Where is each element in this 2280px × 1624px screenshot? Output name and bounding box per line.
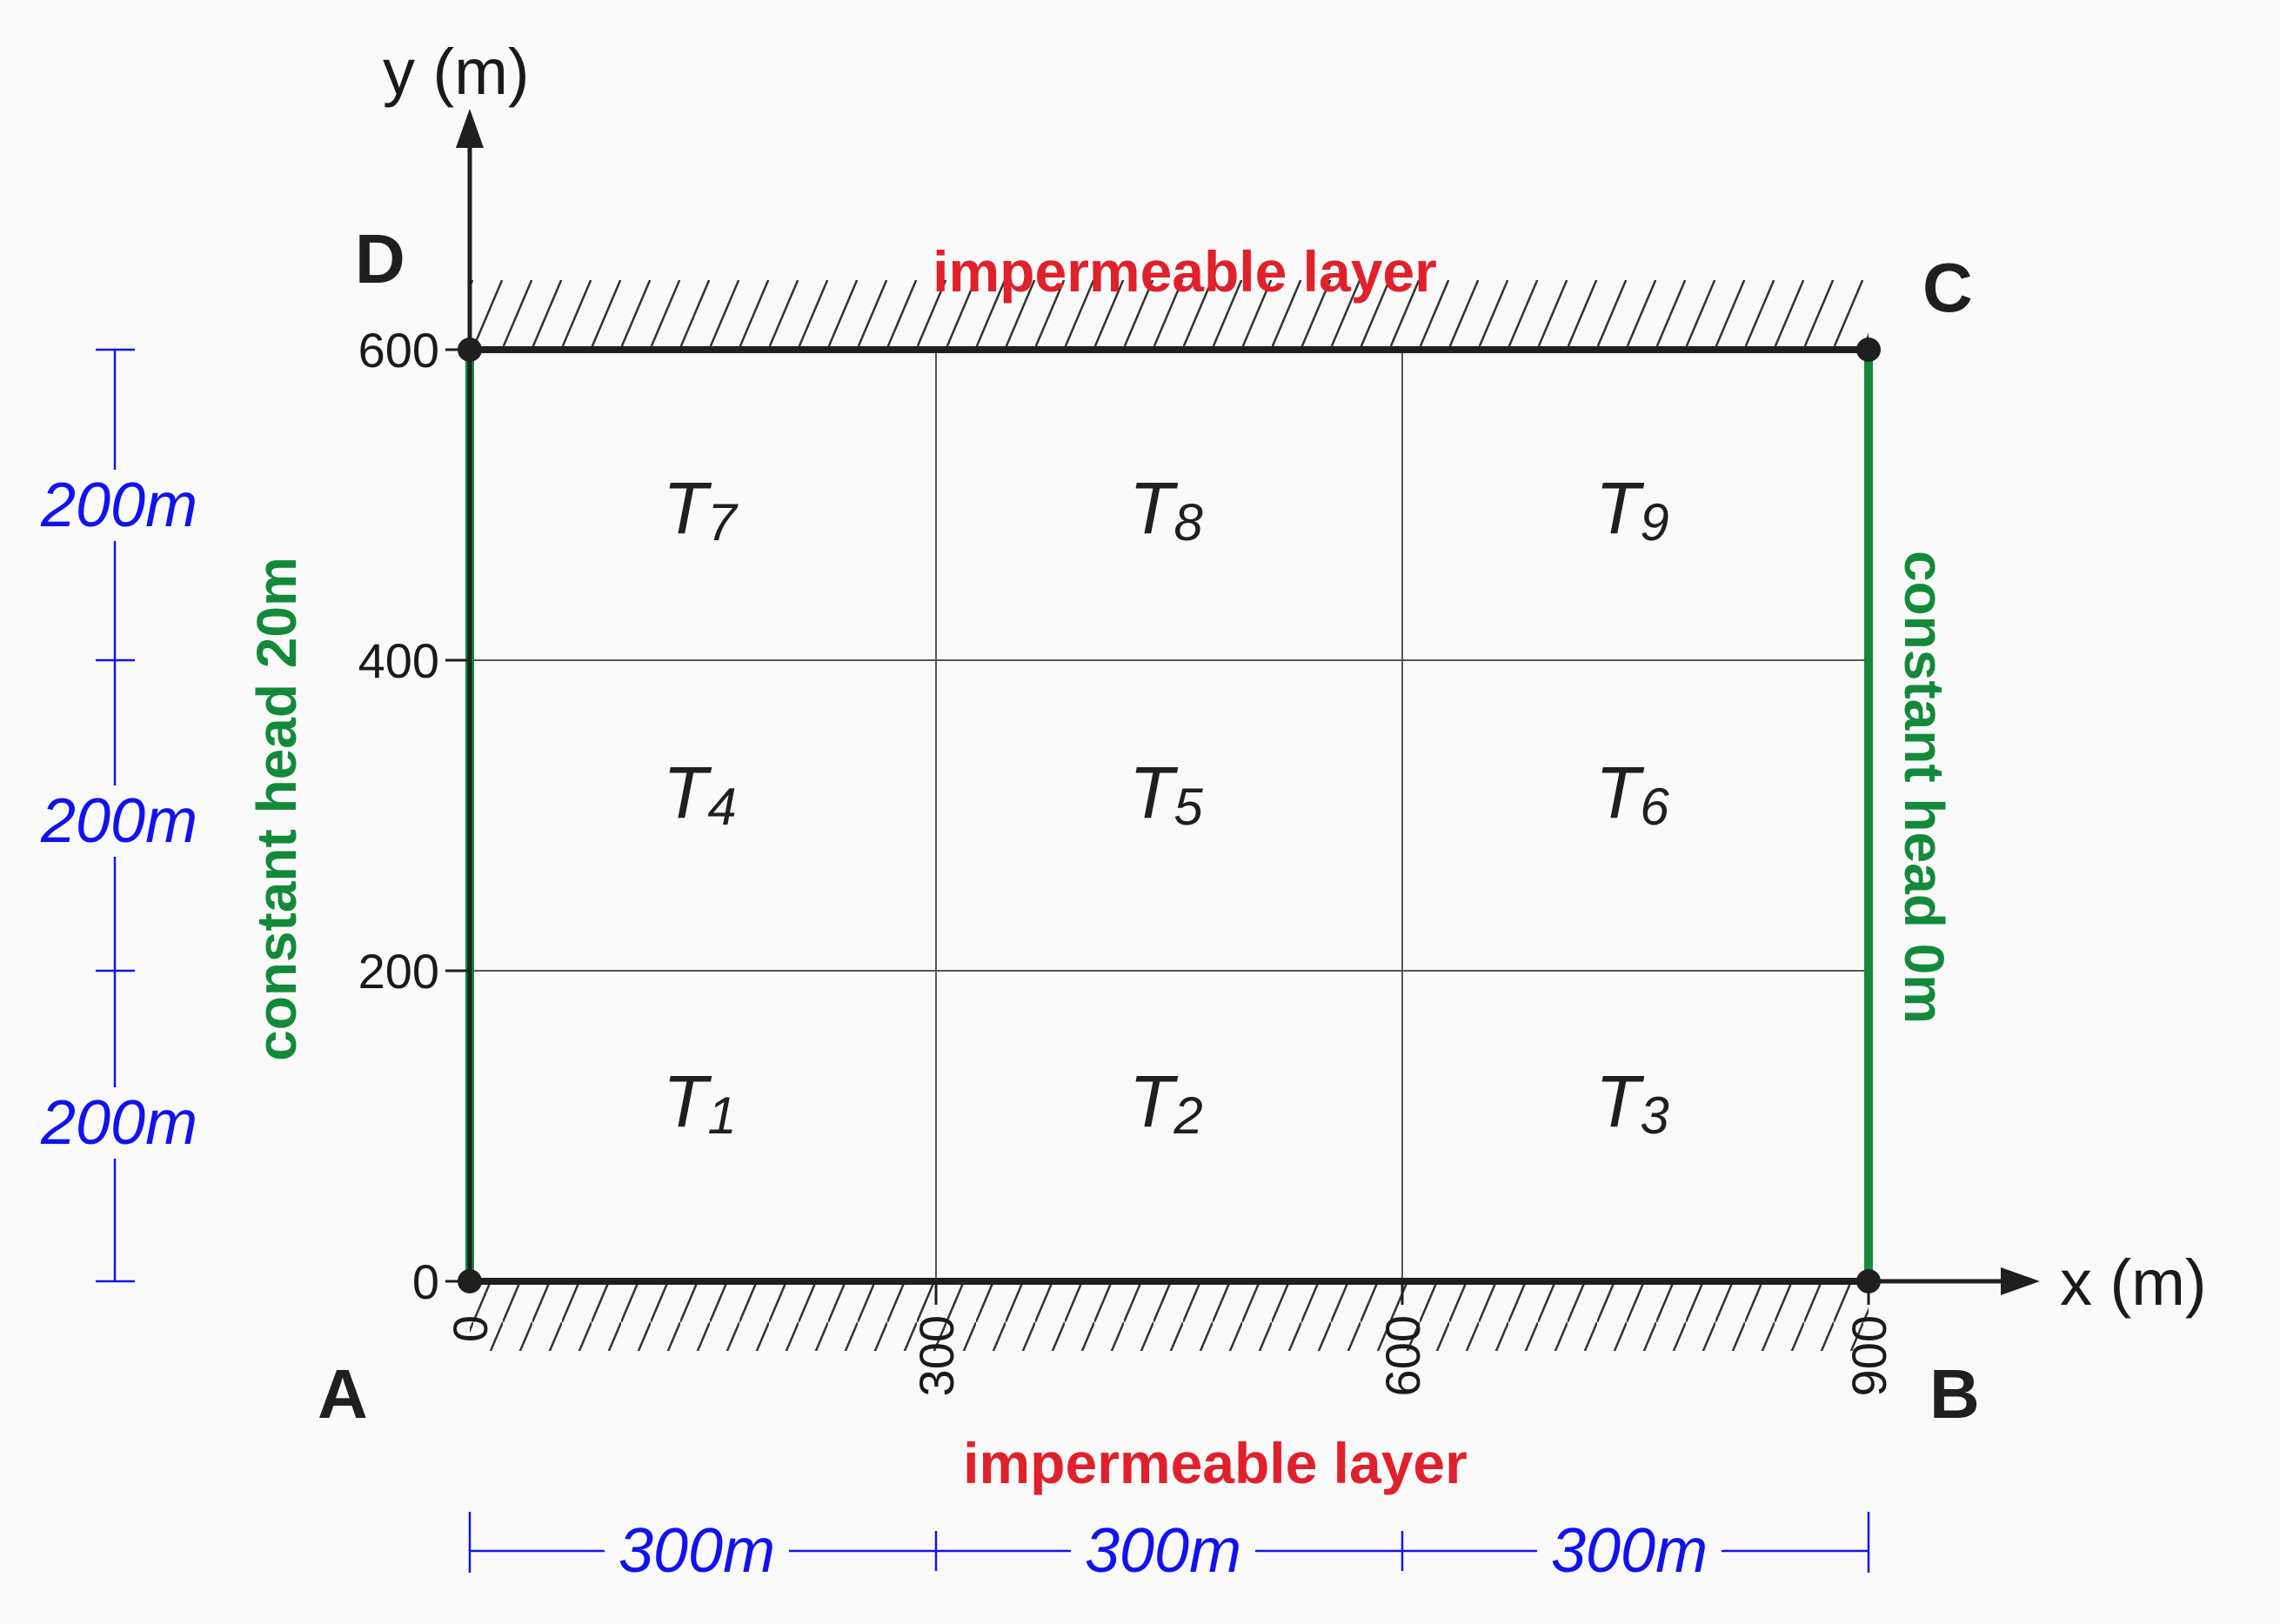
y-axis-arrow	[456, 109, 484, 148]
x-tick-label-600: 600	[1375, 1315, 1430, 1396]
zone-label-t3: T3	[1595, 1060, 1669, 1145]
zone-label-t2-sub: 2	[1173, 1086, 1202, 1145]
horizontal-dimension-bg-3	[1537, 1514, 1722, 1588]
zone-label-t2: T2	[1129, 1060, 1203, 1145]
zone-label-t3-base: T	[1595, 1060, 1645, 1142]
zone-label-t5-base: T	[1129, 752, 1179, 833]
zone-label-t8-base: T	[1129, 467, 1179, 549]
zone-label-t8: T8	[1129, 467, 1203, 551]
vertical-dimension-label-middle: 200m	[40, 786, 197, 856]
right-boundary-label: constant head 0m	[1893, 551, 1956, 1024]
zone-label-t8-sub: 8	[1173, 493, 1203, 551]
zone-label-t5: T5	[1129, 752, 1203, 836]
corner-label-c: C	[1922, 249, 1973, 326]
horizontal-dimension-label-backgrounds	[605, 1514, 1722, 1588]
bottom-hatch-band	[470, 1281, 1869, 1351]
y-tick-label-600: 600	[358, 323, 439, 378]
zone-label-t9-base: T	[1595, 467, 1645, 549]
x-tick-label-0: 0	[443, 1315, 498, 1342]
top-boundary-label: impermeable layer	[933, 239, 1437, 304]
vertical-dimension-bg-3	[26, 1087, 209, 1159]
vertical-dimension-bg-1	[26, 470, 209, 541]
corner-label-b: B	[1929, 1355, 1980, 1433]
corner-label-a: A	[318, 1355, 368, 1433]
zone-label-t4: T4	[663, 752, 737, 836]
zone-label-t5-sub: 5	[1173, 778, 1203, 836]
horizontal-dimension-label-middle: 300m	[1085, 1516, 1241, 1586]
y-tick-label-200: 200	[358, 944, 439, 999]
zone-label-t9: T9	[1595, 467, 1669, 551]
zone-label-t6-sub: 6	[1640, 778, 1669, 836]
zone-label-t2-base: T	[1129, 1060, 1179, 1142]
y-tick-label-400: 400	[358, 633, 439, 688]
horizontal-dimension-bg-1	[605, 1514, 789, 1588]
x-tick-label-300: 300	[909, 1315, 964, 1396]
vertical-dimension-bg-2	[26, 785, 209, 857]
corner-label-d: D	[355, 220, 405, 297]
zone-label-t6-base: T	[1595, 752, 1645, 833]
horizontal-dimension-label-right: 300m	[1551, 1516, 1708, 1586]
zone-grid	[470, 350, 1869, 1281]
vertical-dimension-label-bottom: 200m	[40, 1088, 197, 1158]
zone-label-t4-sub: 4	[707, 778, 736, 836]
zone-label-t4-base: T	[663, 752, 712, 833]
left-boundary-label: constant head 20m	[245, 557, 308, 1061]
top-hatch-band	[470, 280, 1869, 350]
y-tick-marks	[445, 348, 470, 1283]
x-axis-label: x (m)	[2060, 1246, 2207, 1319]
horizontal-dimension-label-left: 300m	[618, 1516, 775, 1586]
zone-label-t7-base: T	[663, 467, 712, 549]
x-tick-marks	[934, 1281, 1870, 1305]
x-tick-label-900: 900	[1842, 1315, 1896, 1396]
y-axis-label: y (m)	[383, 36, 530, 108]
zone-label-t1-sub: 1	[707, 1086, 736, 1145]
zone-label-t9-sub: 9	[1640, 493, 1668, 551]
zone-label-t7-sub: 7	[707, 493, 739, 551]
zone-label-t1-base: T	[663, 1060, 712, 1142]
vertical-dimension-label-top: 200m	[40, 471, 197, 540]
x-axis-arrow	[2001, 1267, 2040, 1295]
zone-label-t7: T7	[663, 467, 739, 551]
corner-node-c	[1856, 337, 1881, 362]
zone-label-t1: T1	[663, 1060, 737, 1145]
zone-label-t3-sub: 3	[1640, 1086, 1668, 1145]
y-tick-label-0: 0	[412, 1254, 439, 1309]
vertical-dimension-label-backgrounds	[26, 470, 209, 1159]
bottom-boundary-label: impermeable layer	[963, 1431, 1468, 1495]
zone-label-t6: T6	[1595, 752, 1669, 836]
horizontal-dimension-bg-2	[1071, 1514, 1255, 1588]
